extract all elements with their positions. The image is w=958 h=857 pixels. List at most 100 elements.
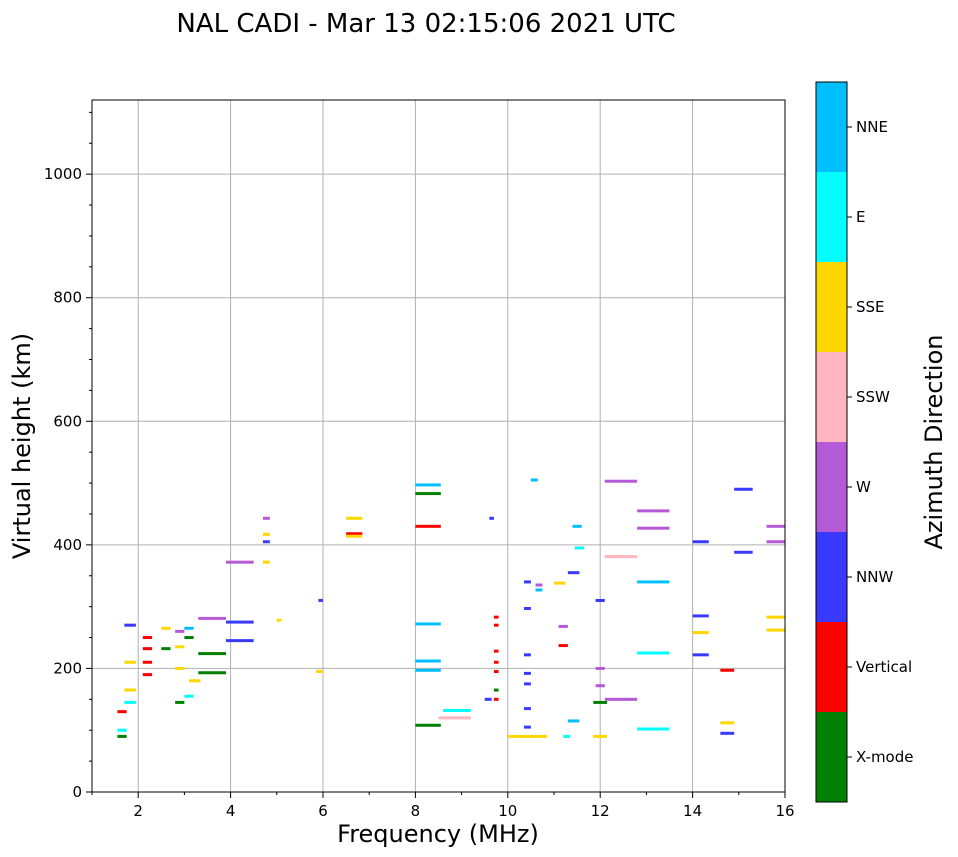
colorbar-segment (816, 352, 847, 442)
echo-trace (766, 628, 785, 632)
echo-trace (567, 571, 580, 575)
azimuth-colorbar: X-mode Vertical NNW W SSW SSE E NNE (815, 81, 913, 803)
echo-trace (493, 649, 499, 653)
x-tick-label: 6 (318, 802, 328, 820)
echo-trace (493, 660, 499, 664)
colorbar-segment (816, 532, 847, 622)
y-tick-label: 800 (53, 289, 82, 307)
echo-trace (415, 723, 441, 727)
echo-trace (535, 588, 543, 592)
echo-trace (567, 719, 580, 723)
echo-trace (535, 583, 543, 587)
echo-trace (604, 555, 638, 559)
echo-trace (720, 668, 735, 672)
colorbar-segment (816, 262, 847, 352)
echo-trace (637, 651, 670, 655)
colorbar-segment (816, 622, 847, 712)
echo-trace (766, 540, 785, 544)
echo-trace (637, 526, 670, 530)
colorbar-tick-label: SSW (856, 388, 890, 406)
echo-trace (572, 524, 582, 528)
echo-trace (734, 487, 753, 491)
echo-trace (316, 670, 323, 674)
echo-trace (507, 734, 548, 738)
plot-area (92, 100, 785, 792)
echo-trace (415, 668, 441, 672)
colorbar-tick-label: Vertical (856, 658, 912, 676)
y-axis-ticks: 0 200 400 600 800 1000 (44, 111, 92, 801)
echo-trace (637, 580, 670, 584)
echo-trace (198, 616, 226, 620)
y-tick-label: 600 (53, 412, 82, 430)
echo-trace (493, 615, 499, 619)
echo-trace (415, 492, 441, 496)
echo-trace (175, 629, 185, 633)
echo-trace (637, 727, 670, 731)
echo-trace (563, 734, 571, 738)
echo-trace (637, 509, 670, 513)
echo-trace (161, 626, 171, 630)
echo-trace (574, 546, 585, 550)
plot-frame (91, 99, 786, 793)
echo-trace (189, 679, 201, 683)
echo-trace (523, 606, 531, 610)
chart-title: NAL CADI - Mar 13 02:15:06 2021 UTC (176, 9, 675, 39)
echo-trace (124, 688, 136, 692)
echo-trace (318, 598, 323, 602)
echo-trace (161, 647, 171, 651)
x-tick-label: 2 (133, 802, 143, 820)
echo-trace (262, 540, 270, 544)
echo-trace (558, 624, 568, 628)
echo-trace (225, 560, 254, 564)
x-tick-label: 10 (498, 802, 517, 820)
x-tick-label: 4 (226, 802, 236, 820)
echo-trace (493, 697, 499, 701)
echo-trace (184, 694, 194, 698)
echo-trace (184, 626, 194, 630)
echo-trace (593, 734, 608, 738)
colorbar-segment (816, 442, 847, 532)
echo-trace (262, 532, 270, 536)
echo-trace (346, 532, 363, 536)
echo-trace (438, 716, 471, 720)
grid-lines (92, 100, 786, 793)
echo-trace (346, 534, 363, 538)
echo-trace (276, 618, 282, 622)
echo-trace (523, 725, 531, 729)
echo-trace (415, 524, 441, 528)
echo-trace (142, 660, 153, 664)
x-tick-label: 14 (683, 802, 702, 820)
x-tick-label: 8 (411, 802, 421, 820)
echo-trace (489, 516, 494, 520)
colorbar-tick-label: W (856, 478, 871, 496)
echo-trace (604, 697, 638, 701)
echo-trace (692, 614, 709, 618)
echo-trace (225, 639, 254, 643)
echo-trace (493, 688, 499, 692)
echo-trace (595, 598, 605, 602)
echo-trace (198, 652, 226, 656)
echo-trace (142, 647, 153, 651)
echo-trace (175, 666, 185, 670)
echo-trace (117, 710, 127, 714)
echo-trace (493, 623, 499, 627)
x-axis-label: Frequency (MHz) (337, 820, 539, 848)
echo-trace (443, 708, 471, 712)
echo-traces (117, 478, 785, 738)
y-axis-label: Virtual height (km) (8, 333, 36, 559)
echo-trace (346, 516, 363, 520)
echo-trace (117, 734, 127, 738)
colorbar-segment (816, 82, 847, 172)
echo-trace (142, 636, 153, 640)
colorbar-frame (815, 81, 848, 803)
echo-trace (734, 550, 753, 554)
colorbar-tick-label: SSE (856, 298, 885, 316)
echo-trace (415, 622, 441, 626)
echo-trace (720, 721, 735, 725)
echo-trace (225, 620, 254, 624)
echo-trace (766, 524, 785, 528)
echo-trace (262, 560, 270, 564)
y-tick-label: 1000 (44, 165, 82, 183)
echo-trace (692, 540, 709, 544)
x-tick-label: 16 (775, 802, 794, 820)
